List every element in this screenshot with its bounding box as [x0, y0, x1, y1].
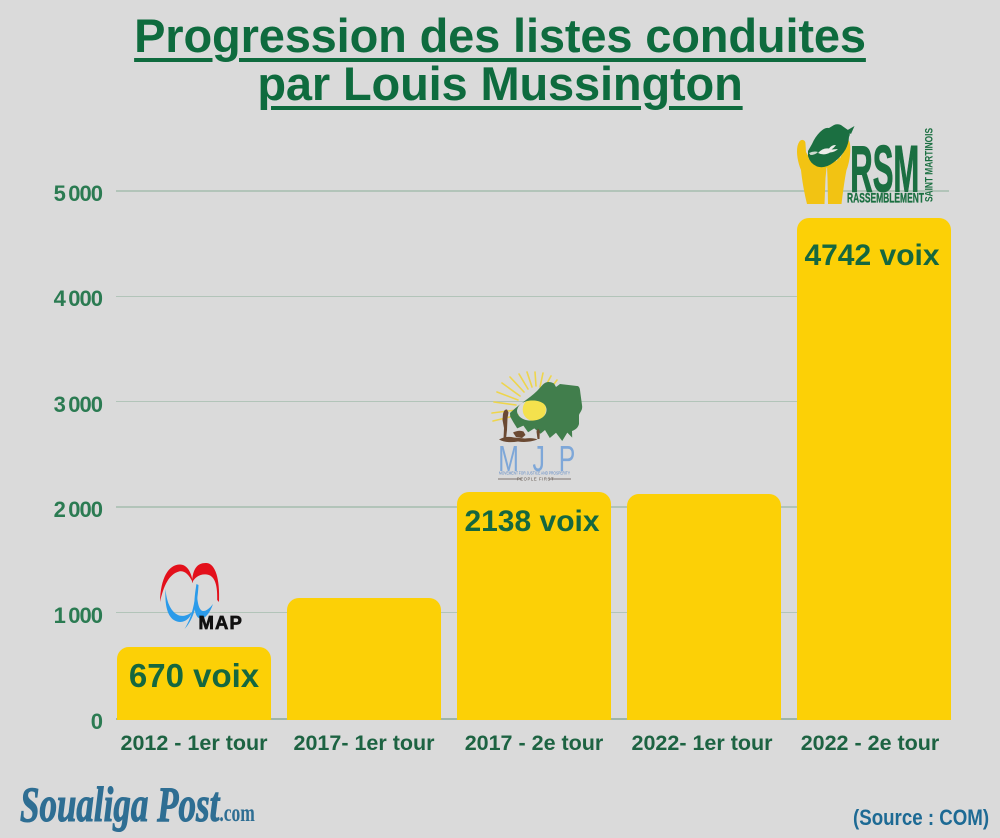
svg-text:PEOPLE FIRST: PEOPLE FIRST	[517, 477, 554, 482]
svg-text:MOVEMENT FOR JUSTICE AND PROSP: MOVEMENT FOR JUSTICE AND PROSPERITY	[499, 471, 570, 476]
svg-text:MAP: MAP	[199, 612, 243, 633]
svg-text:M J P: M J P	[498, 438, 575, 479]
svg-text:SAINT MARTINOIS: SAINT MARTINOIS	[924, 128, 936, 202]
svg-text:RSM: RSM	[850, 131, 919, 205]
svg-text:RASSEMBLEMENT: RASSEMBLEMENT	[847, 191, 924, 206]
